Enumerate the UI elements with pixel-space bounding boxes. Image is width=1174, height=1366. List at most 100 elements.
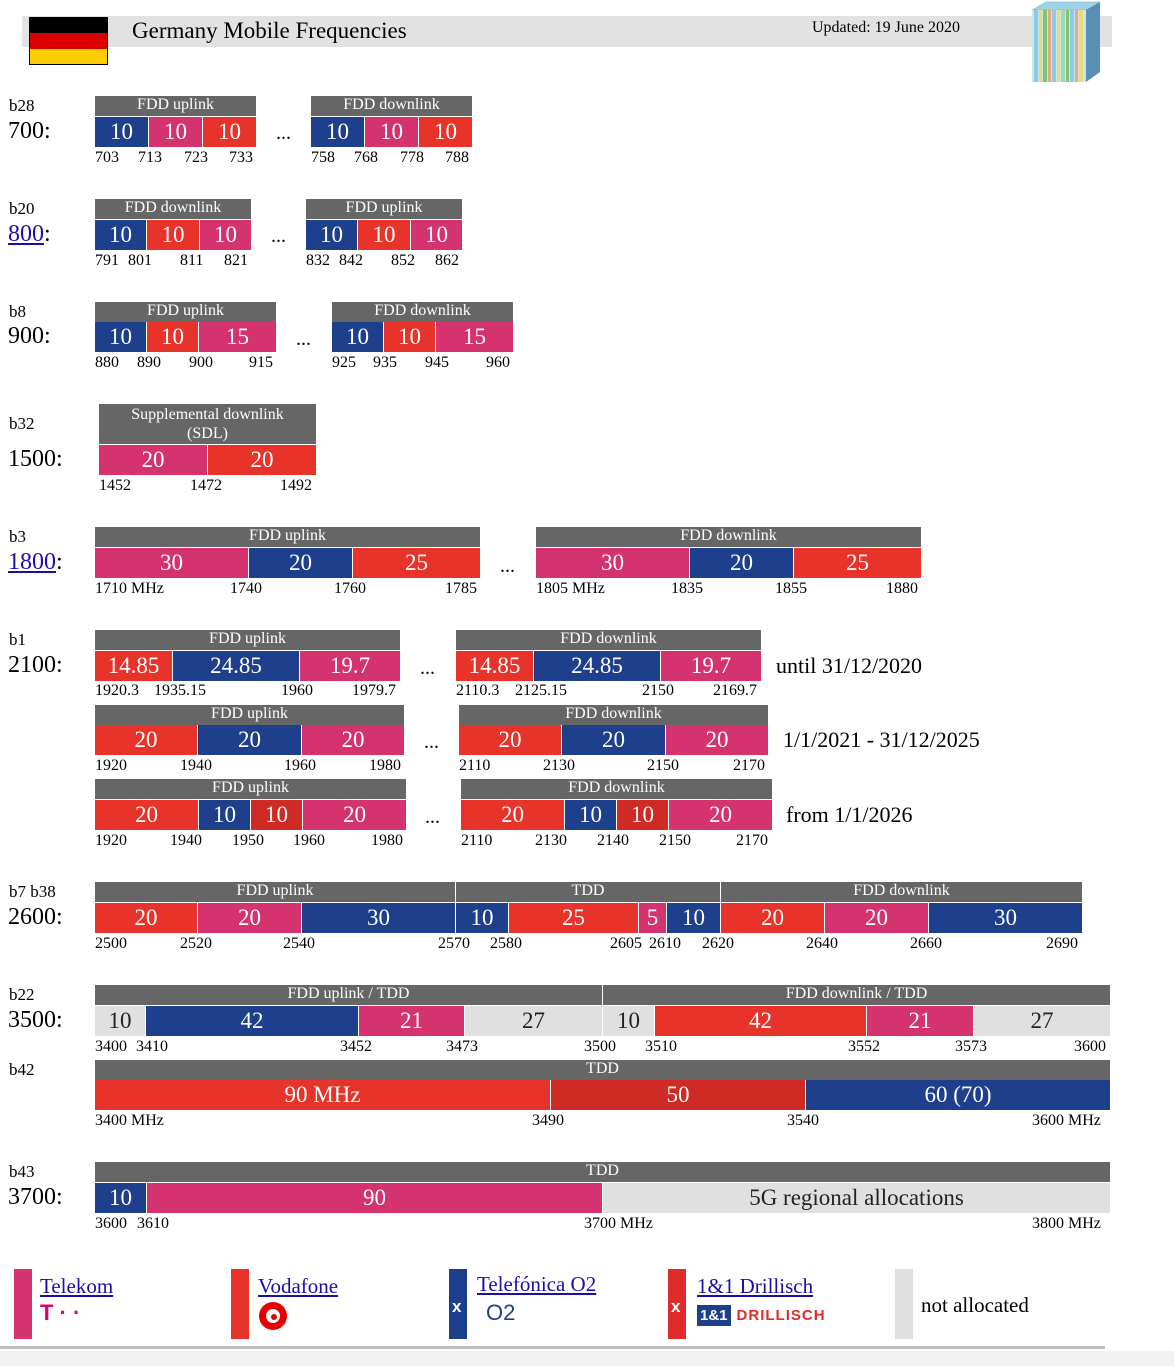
tick: 2150 [659,832,691,849]
note-2021-2025: 1/1/2021 - 31/12/2025 [783,727,980,752]
tick: 2660 [910,935,942,952]
block-vodafone: 10 [419,117,473,147]
block-o2: 20 [249,548,353,578]
freq-label-1500: 1500: [8,446,63,472]
block-telekom: 20 [198,903,302,933]
block-o2: 60 (70) [806,1080,1111,1110]
tick: 778 [400,149,424,166]
freq-label-900: 900: [8,323,51,349]
freq-label-1800: 1800: [8,549,63,575]
tick: 945 [425,354,449,371]
header-tdd: TDD [95,1162,1111,1182]
header-fdd-uplink: FDD uplink [306,199,463,219]
header-bar [22,16,1112,47]
block-vodafone: 20 [208,445,317,475]
tick: 2130 [535,832,567,849]
block-vodafone: 10 [147,322,199,352]
header-fdd-downlink: FDD downlink [461,779,773,799]
antenna-logo-icon [1020,0,1101,85]
tick: 723 [184,149,208,166]
block-o2: 10 [332,322,384,352]
block-telekom: 19.7 [661,651,762,681]
tick: 1980 [371,832,403,849]
link-1800[interactable]: 1800 [8,549,56,575]
tick: 3700 MHz [584,1215,653,1232]
legend-link-o2[interactable]: Telefónica O2 [477,1272,597,1296]
ellipsis: ... [271,225,286,247]
tick: 1880 [886,580,918,597]
tick: 2610 [649,935,681,952]
tick: 2605 [610,935,642,952]
header-fdd-uplink: FDD uplink [95,705,405,725]
tick: 1940 [170,832,202,849]
block-telekom: 90 [147,1183,603,1213]
tick: 2500 [95,935,127,952]
block-telekom: 20 [99,445,208,475]
block-telekom: 20 [666,725,769,755]
tick: 2540 [283,935,315,952]
tick: 1805 MHz [536,580,605,597]
block-telekom: 21 [359,1006,465,1036]
page-title: Germany Mobile Frequencies [132,18,407,43]
tick: 791 [95,252,119,269]
band-tag-b8: b8 [9,302,26,321]
block-telekom: 20 [669,800,773,830]
tick: 3600 MHz [1032,1112,1101,1129]
block-o2: 10 [456,903,509,933]
freq-label-3500: 3500: [8,1007,63,1033]
tick: 1980 [369,757,401,774]
legend-link-vodafone[interactable]: Vodafone [258,1274,339,1298]
block-telekom: 30 [95,548,249,578]
tick: 2170 [733,757,765,774]
tick: 1960 [281,682,313,699]
legend-link-drillisch[interactable]: 1&1 Drillisch [697,1274,814,1298]
block-o2: 10 [95,220,147,250]
tick: 713 [138,149,162,166]
band-tag-b43: b43 [9,1162,35,1181]
ellipsis: ... [276,122,291,144]
header-fdd-downlink: FDD downlink [311,96,473,116]
tick: 900 [189,354,213,371]
drillisch-logo-icon: 1&1 DRILLISCH [697,1303,826,1327]
block-o2: 10 [565,800,617,830]
header-fdd-downlink: FDD downlink [459,705,769,725]
tick: 925 [332,354,356,371]
tick: 3600 [1074,1038,1106,1055]
block-telekom: 10 [411,220,463,250]
tick: 3400 [95,1038,127,1055]
header-fdd-downlink-tdd: FDD downlink / TDD [603,985,1111,1005]
legend-swatch-drillisch [668,1269,686,1339]
link-800[interactable]: 800 [8,221,44,247]
tick: 3552 [848,1038,880,1055]
tick: 3452 [340,1038,372,1055]
header-fdd-uplink-tdd: FDD uplink / TDD [95,985,603,1005]
header-fdd-downlink: FDD downlink [721,882,1083,902]
block-vodafone: 20 [721,903,825,933]
legend-swatch-telekom [14,1269,32,1339]
block-not-allocated: 27 [465,1006,603,1036]
header-tdd: TDD [95,1060,1111,1080]
telekom-logo-icon: T · · [40,1300,81,1325]
block-vodafone: 20 [461,800,565,830]
block-o2: 24.85 [173,651,300,681]
block-drillisch: 10 [617,800,669,830]
block-telekom: 10 [200,220,252,250]
tick: 2170 [736,832,768,849]
tick: 3600 [95,1215,127,1232]
block-o2: 10 [667,903,721,933]
band-tag-b28: b28 [9,96,35,115]
freq-label-800: 800: [8,221,51,247]
block-o2: 20 [562,725,666,755]
block-not-allocated: 10 [95,1006,146,1036]
tick: 3490 [532,1112,564,1129]
updated-date: Updated: 19 June 2020 [812,19,960,36]
tick: 3473 [446,1038,478,1055]
tick: 733 [229,149,253,166]
tick: 1920 [95,757,127,774]
tick: 3540 [787,1112,819,1129]
band-tag-b22: b22 [9,985,35,1004]
block-o2: 10 [95,117,149,147]
header-fdd-uplink: FDD uplink [95,882,456,902]
legend-link-telekom[interactable]: Telekom [40,1274,114,1298]
ellipsis: ... [296,328,311,350]
